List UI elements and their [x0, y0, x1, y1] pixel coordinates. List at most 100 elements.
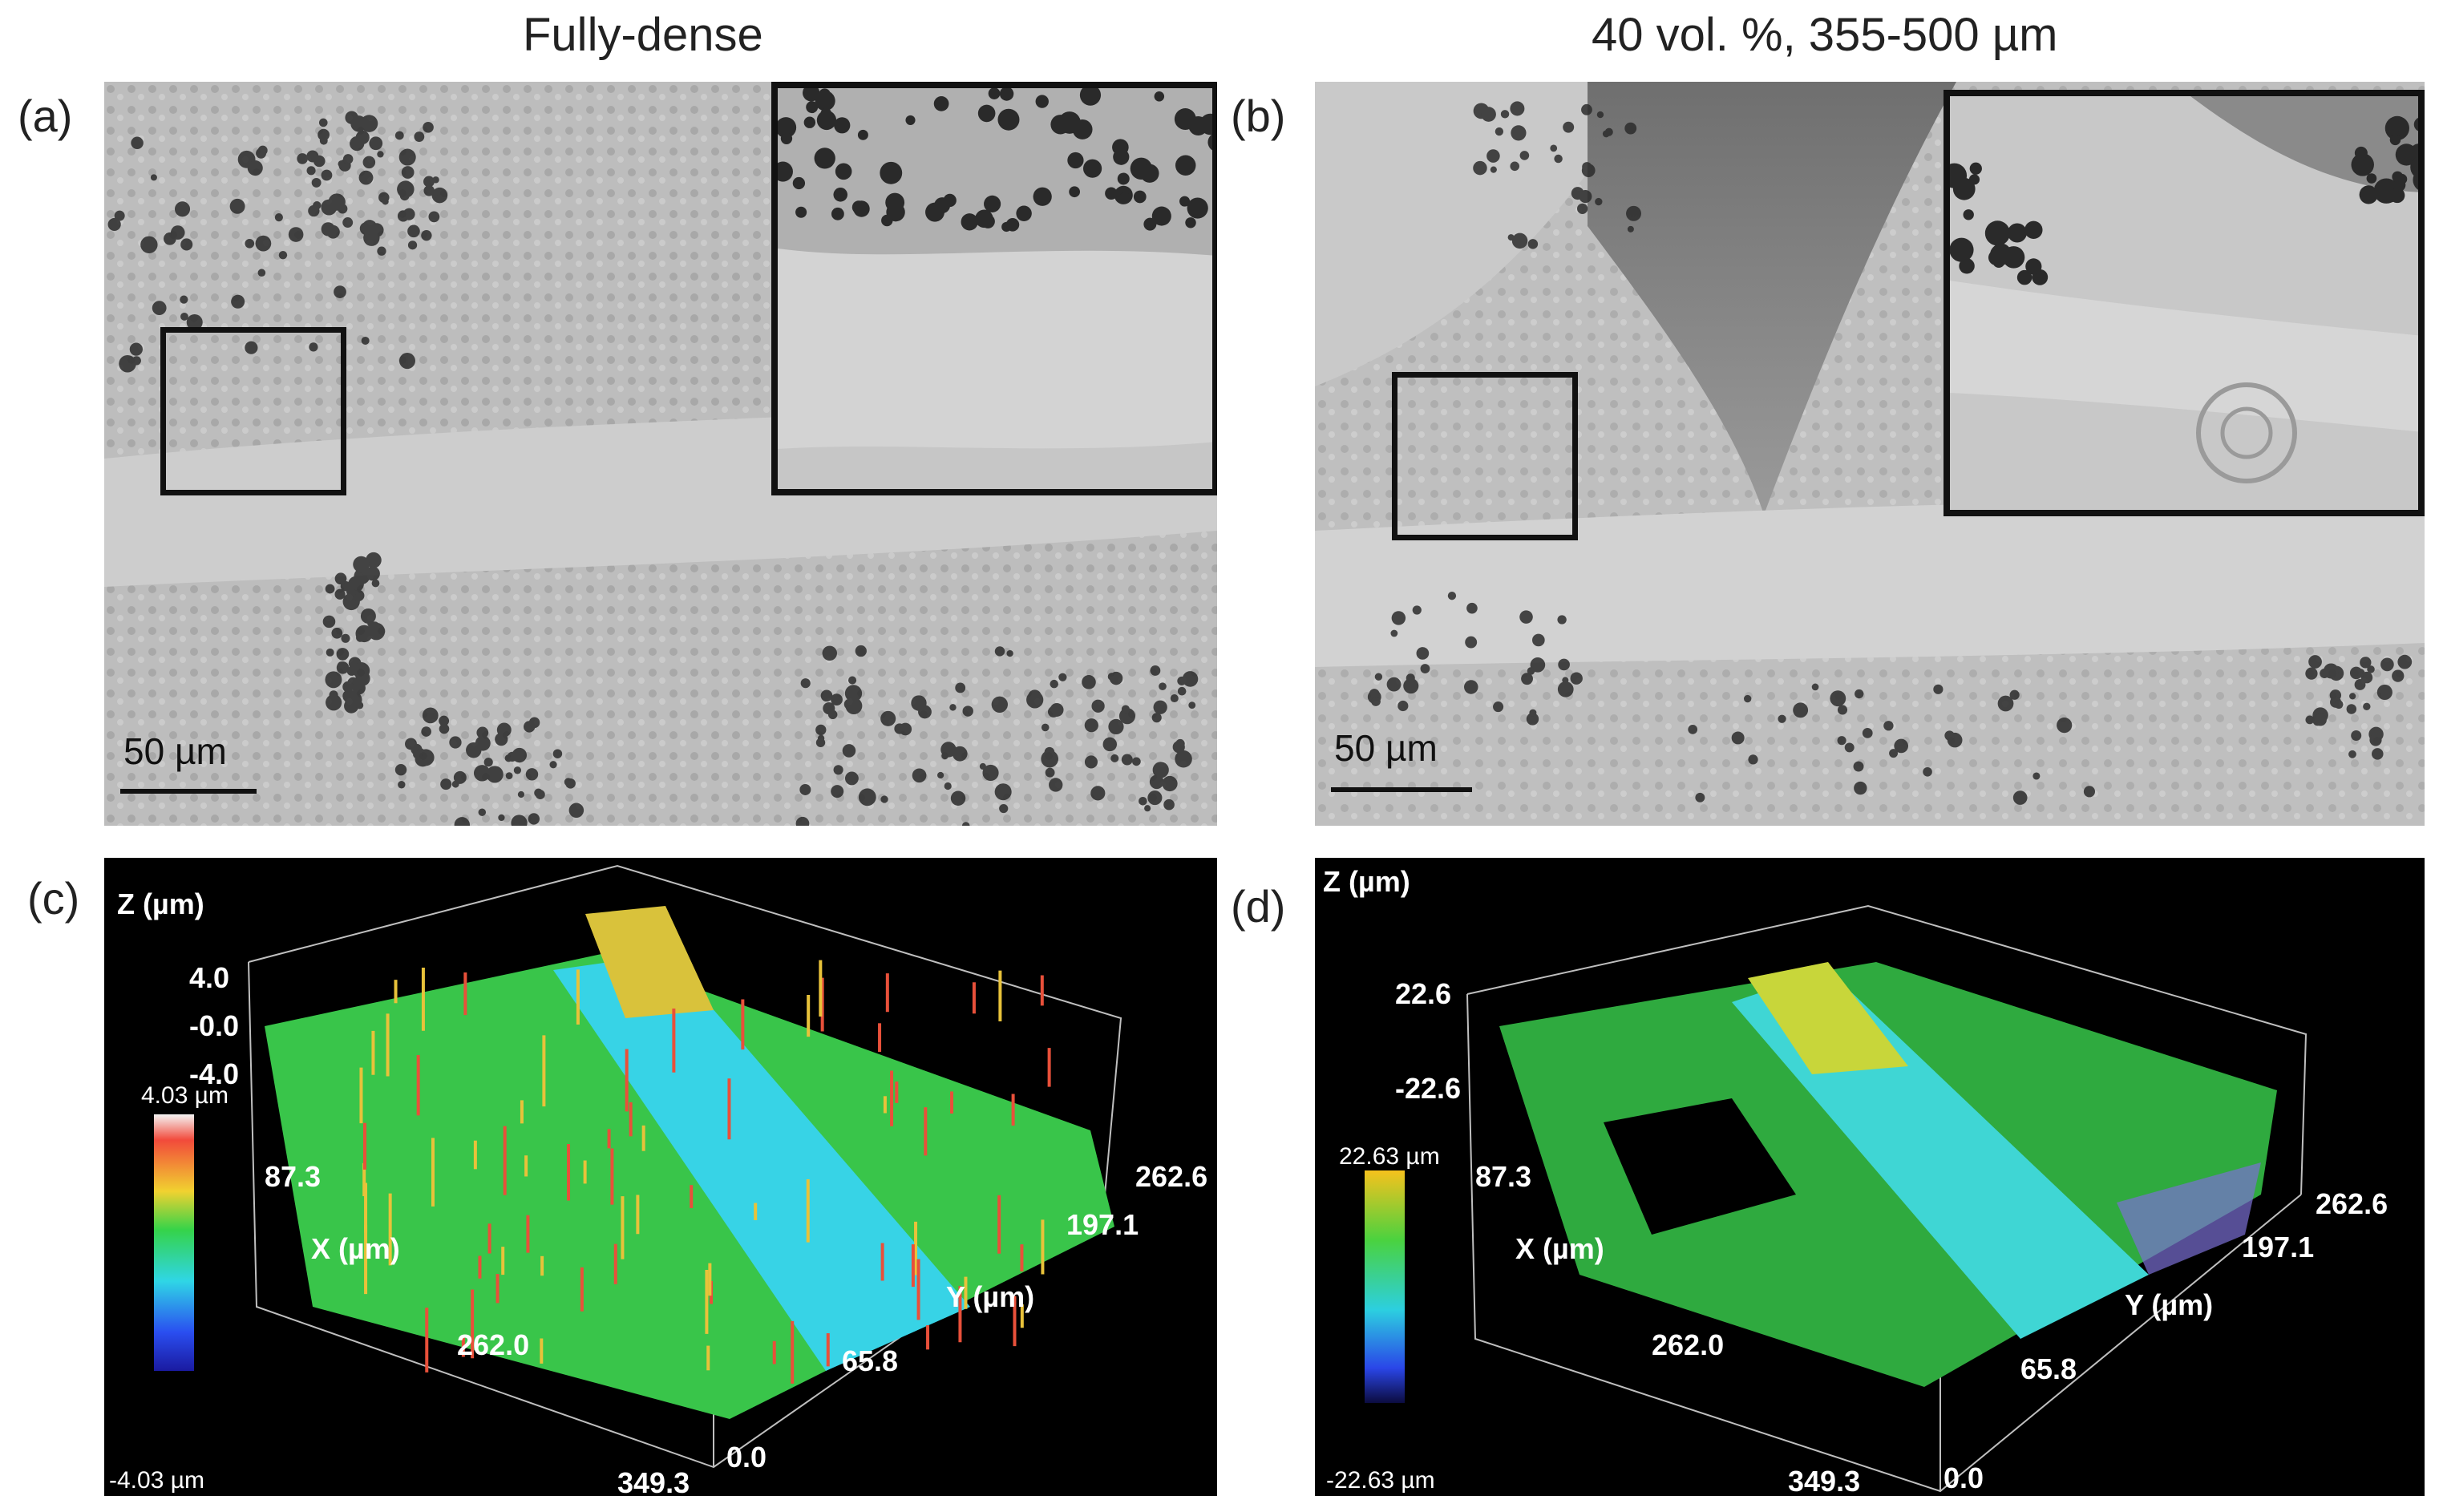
pit — [1132, 757, 1141, 766]
pit — [937, 771, 944, 779]
pit — [1049, 778, 1063, 792]
pit — [1144, 805, 1151, 812]
pit — [1507, 234, 1515, 241]
pit — [1854, 781, 1867, 795]
z-axis-label-c: Z (µm) — [117, 887, 204, 920]
pit — [1143, 217, 1157, 231]
z-tick-c-1: -0.0 — [189, 1009, 239, 1042]
pit — [2384, 115, 2409, 141]
pit — [1374, 673, 1383, 681]
pit — [1390, 629, 1398, 637]
y-tick-c-2: 65.8 — [842, 1344, 898, 1377]
pit — [359, 222, 373, 236]
pit — [337, 649, 346, 658]
pit — [912, 768, 927, 783]
pit — [999, 88, 1014, 101]
pit — [1175, 155, 1196, 176]
pit — [1121, 705, 1130, 714]
pit — [152, 301, 167, 316]
pit — [334, 588, 346, 600]
pit — [428, 211, 440, 223]
pit — [129, 342, 143, 356]
pit — [274, 213, 283, 222]
pit — [1519, 151, 1530, 160]
pit — [256, 148, 267, 159]
pit — [1118, 192, 1131, 204]
pit — [1207, 134, 1212, 151]
pit — [2351, 153, 2374, 176]
pit — [1069, 186, 1081, 198]
pit — [342, 217, 354, 228]
pit — [1090, 786, 1106, 801]
pit — [1406, 673, 1415, 683]
pit — [476, 726, 489, 739]
pit — [326, 224, 340, 239]
pit — [394, 131, 404, 140]
pit — [311, 177, 322, 188]
pit — [2308, 655, 2322, 669]
pit — [1005, 218, 1020, 232]
pit — [549, 761, 557, 769]
pit — [1963, 209, 1974, 220]
pit — [528, 813, 540, 825]
title-porous: 40 vol. %, 355-500 µm — [1592, 9, 2058, 61]
pit — [421, 230, 432, 241]
pit — [1185, 217, 1196, 228]
pit — [1058, 673, 1067, 681]
pit — [1420, 664, 1430, 673]
pit — [941, 752, 948, 760]
pit — [405, 738, 417, 750]
pit — [977, 104, 996, 123]
pit — [778, 117, 797, 138]
pit — [1952, 177, 1976, 200]
pit — [1172, 741, 1185, 754]
x-tick-c-0: 87.3 — [265, 1160, 321, 1193]
pit — [822, 645, 837, 661]
label-b: (b) — [1231, 91, 1286, 141]
pit — [1174, 108, 1196, 131]
pit — [348, 596, 356, 604]
pit — [1110, 754, 1119, 762]
pit — [816, 110, 837, 131]
pit — [1033, 187, 1052, 206]
pit — [857, 129, 868, 140]
pit — [1152, 762, 1169, 778]
pit — [981, 214, 995, 228]
pit — [337, 661, 346, 669]
pit — [795, 206, 807, 218]
pit — [2025, 258, 2042, 275]
z-tick-c-2: -4.0 — [189, 1057, 239, 1090]
pit — [318, 118, 328, 127]
pit — [831, 207, 844, 220]
pit — [398, 353, 415, 370]
pit — [360, 115, 378, 132]
pit — [984, 195, 1001, 212]
pit — [341, 633, 350, 643]
pit — [1045, 767, 1055, 778]
pit — [1139, 796, 1147, 806]
pit — [2392, 669, 2405, 682]
pit — [1466, 602, 1478, 614]
pit — [844, 685, 863, 702]
pit — [245, 238, 255, 249]
pit — [1626, 205, 1642, 221]
pit — [371, 579, 380, 588]
pit — [880, 795, 888, 803]
pit — [360, 608, 376, 624]
z-tick-d-1: -22.6 — [1395, 1072, 1461, 1105]
pit — [1084, 718, 1098, 733]
pit — [423, 185, 435, 196]
pit — [1050, 702, 1064, 717]
pit — [297, 153, 308, 164]
pit — [2349, 693, 2356, 700]
pit — [308, 204, 320, 217]
y-tick-c-0: 262.6 — [1135, 1160, 1207, 1193]
pit — [880, 710, 896, 726]
pit — [2349, 666, 2363, 680]
pit — [1997, 695, 2014, 712]
pit — [1596, 111, 1604, 119]
pit — [1510, 161, 1520, 172]
pit — [988, 88, 1001, 99]
pit — [1084, 755, 1098, 769]
x-tick-d-2: 349.3 — [1788, 1465, 1860, 1496]
